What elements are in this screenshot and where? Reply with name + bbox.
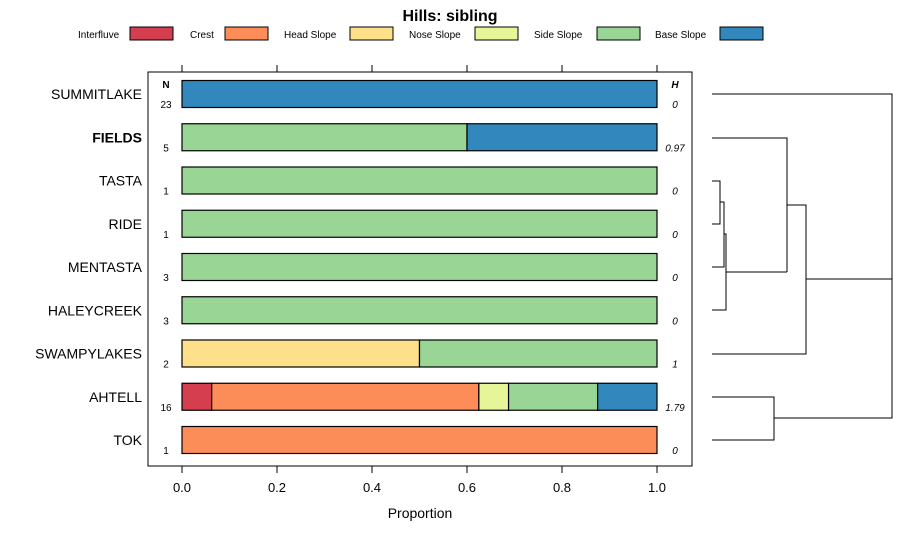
row-labels: SUMMITLAKE FIELDS TASTA RIDE MENTASTA HALEYCR… xyxy=(35,86,143,448)
legend-label-nose-slope: Nose Slope xyxy=(409,30,461,41)
dendrogram-branch xyxy=(712,396,775,441)
dendrogram-branch xyxy=(774,279,893,419)
legend-label-crest: Crest xyxy=(190,30,214,41)
dendrogram-branch xyxy=(712,137,788,272)
legend-swatch-head-slope xyxy=(349,26,394,41)
row-label-ahtell: AHTELL xyxy=(89,389,142,405)
bar-segment-mentasta-side-slope xyxy=(181,252,658,282)
h-labels: 0 0.97 0 0 0 0 1 1.79 0 xyxy=(665,100,685,457)
x-tick-label: 0.4 xyxy=(363,480,381,495)
h-header: H xyxy=(671,80,679,91)
n-label: 23 xyxy=(160,100,172,111)
h-label: 0 xyxy=(672,187,678,198)
n-label: 1 xyxy=(163,187,169,198)
legend-label-side-slope: Side Slope xyxy=(534,30,583,41)
h-label: 1 xyxy=(672,360,678,371)
dendrogram-branch xyxy=(712,180,721,225)
legend-swatch-crest xyxy=(224,26,269,41)
n-label: 1 xyxy=(163,230,169,241)
bar-segment-ahtell-crest xyxy=(211,382,480,411)
dendrogram-branch xyxy=(712,93,893,280)
bar-segment-ahtell-interfluve xyxy=(181,382,213,411)
row-label-swampylakes: SWAMPYLAKES xyxy=(35,346,142,362)
h-label: 1.79 xyxy=(665,403,685,414)
x-tick-label: 0.0 xyxy=(173,480,191,495)
n-label: 5 xyxy=(163,143,169,154)
bar-segment-ahtell-base-slope xyxy=(597,382,658,411)
h-label: 0 xyxy=(672,316,678,327)
bar-segment-haleycreek-side-slope xyxy=(181,296,658,325)
bar-segment-summitlake-base-slope xyxy=(181,79,658,109)
x-axis-label: Proportion xyxy=(388,505,453,521)
legend-label-head-slope: Head Slope xyxy=(284,30,337,41)
dendrogram xyxy=(712,93,893,441)
bar-segment-swampylakes-head-slope xyxy=(181,339,421,368)
legend-swatch-interfluve xyxy=(129,26,174,41)
dendrogram-branch xyxy=(712,201,725,268)
n-label: 3 xyxy=(163,273,169,284)
chart-title: Hills: sibling xyxy=(402,8,497,25)
bar-segment-fields-side-slope xyxy=(181,123,468,152)
bar-segment-tok-crest xyxy=(181,425,658,455)
n-labels: 23 5 1 1 3 3 2 16 1 xyxy=(160,100,172,457)
legend-swatch-nose-slope xyxy=(474,26,519,41)
legend-label-interfluve: Interfluve xyxy=(78,30,120,41)
bar-segment-swampylakes-side-slope xyxy=(418,339,658,368)
h-label: 0.97 xyxy=(665,143,685,154)
x-tick-label: 0.8 xyxy=(553,480,571,495)
legend-swatch-side-slope xyxy=(596,26,641,41)
row-label-mentasta: MENTASTA xyxy=(68,259,143,275)
legend-swatch-base-slope xyxy=(719,26,764,41)
bar-segment-ahtell-nose-slope xyxy=(478,382,510,411)
row-label-tok: TOK xyxy=(113,432,142,448)
row-label-haleycreek: HALEYCREEK xyxy=(48,302,143,318)
bar-segment-fields-base-slope xyxy=(466,123,658,152)
n-header: N xyxy=(162,80,169,91)
bar-segment-ride-side-slope xyxy=(181,209,658,238)
x-tick-label: 0.6 xyxy=(458,480,476,495)
h-label: 0 xyxy=(672,446,678,457)
row-label-ride: RIDE xyxy=(109,216,142,232)
h-label: 0 xyxy=(672,230,678,241)
h-label: 0 xyxy=(672,273,678,284)
bars xyxy=(181,79,658,455)
plot-frame xyxy=(147,71,693,467)
n-label: 16 xyxy=(160,403,172,414)
legend-label-base-slope: Base Slope xyxy=(655,30,707,41)
n-label: 1 xyxy=(163,446,169,457)
n-label: 2 xyxy=(163,360,169,371)
bar-segment-ahtell-side-slope xyxy=(507,382,599,411)
bar-segment-tasta-side-slope xyxy=(181,166,658,195)
n-label: 3 xyxy=(163,316,169,327)
h-label: 0 xyxy=(672,100,678,111)
legend: Interfluve Crest Head Slope Nose Slope Side … xyxy=(78,26,764,41)
x-tick-label: 1.0 xyxy=(648,480,666,495)
row-label-summitlake: SUMMITLAKE xyxy=(51,86,142,102)
x-axis: 0.0 0.2 0.4 0.6 0.8 1.0 xyxy=(173,466,666,495)
x-tick-label: 0.2 xyxy=(268,480,286,495)
row-label-tasta: TASTA xyxy=(99,173,143,189)
top-axis-ticks xyxy=(181,65,658,72)
row-label-fields: FIELDS xyxy=(92,129,142,145)
